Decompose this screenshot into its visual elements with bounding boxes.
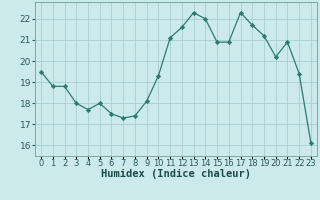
- X-axis label: Humidex (Indice chaleur): Humidex (Indice chaleur): [101, 169, 251, 179]
